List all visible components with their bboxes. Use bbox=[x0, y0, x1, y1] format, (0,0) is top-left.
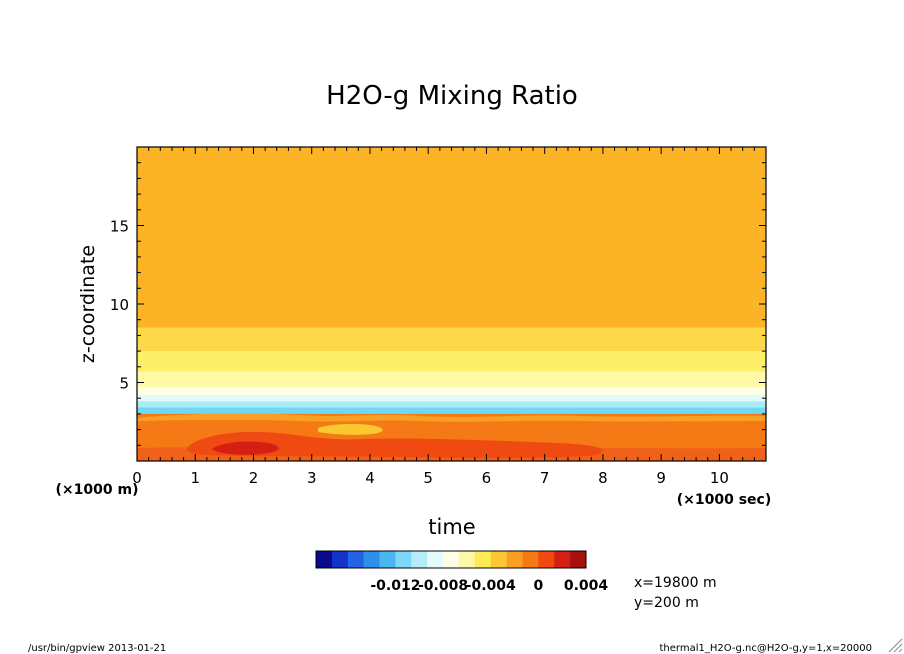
y-unit-label: (×1000 m) bbox=[56, 482, 139, 498]
colorbar-swatch bbox=[443, 551, 460, 568]
colorbar-label: -0.012 bbox=[370, 578, 420, 594]
plot-features bbox=[137, 413, 766, 461]
axis-ticks bbox=[136, 147, 767, 461]
band-0 bbox=[137, 147, 766, 329]
colorbar bbox=[315, 550, 587, 569]
colorbar-frame bbox=[315, 550, 587, 569]
colorbar-label: 0 bbox=[533, 578, 543, 594]
x-axis-label: time bbox=[428, 515, 475, 539]
colorbar-swatch bbox=[379, 551, 396, 568]
x-tick-label: 1 bbox=[190, 469, 200, 487]
y-tick-label: 15 bbox=[110, 218, 129, 236]
y-tick-label: 5 bbox=[119, 375, 129, 393]
band-1 bbox=[137, 327, 766, 352]
x-tick-label: 4 bbox=[365, 469, 375, 487]
colorbar-swatch bbox=[490, 551, 507, 568]
x-tick-label: 3 bbox=[307, 469, 317, 487]
colorbar-swatch bbox=[554, 551, 571, 568]
footer-source: thermal1_H2O-g.nc@H2O-g,y=1,x=20000 bbox=[660, 643, 872, 654]
colorbar-label: -0.004 bbox=[466, 578, 516, 594]
x-tick-label: 5 bbox=[423, 469, 433, 487]
x-tick-label: 10 bbox=[710, 469, 729, 487]
colorbar-swatch bbox=[458, 551, 476, 568]
info-x-position: x=19800 m bbox=[634, 575, 717, 591]
feature-mixed-layer-top bbox=[137, 413, 766, 422]
band-5 bbox=[137, 395, 766, 402]
x-tick-label: 7 bbox=[540, 469, 550, 487]
colorbar-swatch bbox=[347, 551, 364, 568]
colorbar-swatch bbox=[395, 551, 412, 568]
band-6 bbox=[137, 401, 766, 409]
colorbar-swatch bbox=[522, 551, 539, 568]
y-axis-label: z-coordinate bbox=[77, 245, 99, 363]
colorbar-swatch bbox=[570, 551, 587, 568]
colorbar-labels: -0.012-0.008-0.004 0 0.004 bbox=[370, 578, 608, 594]
resize-grip-icon[interactable] bbox=[888, 638, 903, 653]
colorbar-swatch bbox=[331, 551, 349, 568]
colorbar-swatch bbox=[506, 551, 523, 568]
colorbar-swatch bbox=[363, 551, 380, 568]
colorbar-label: -0.008 bbox=[418, 578, 468, 594]
x-tick-label: 9 bbox=[656, 469, 666, 487]
colorbar-label: 0.004 bbox=[564, 578, 609, 594]
colorbar-swatch bbox=[411, 551, 428, 568]
x-tick-label: 2 bbox=[249, 469, 259, 487]
feature-moist-peak bbox=[212, 441, 279, 455]
info-y-position: y=200 m bbox=[634, 595, 699, 611]
colorbar-swatch bbox=[427, 551, 444, 568]
band-7 bbox=[137, 407, 766, 415]
y-tick-label: 10 bbox=[110, 296, 129, 314]
band-3 bbox=[137, 371, 766, 388]
band-2 bbox=[137, 351, 766, 373]
band-4 bbox=[137, 387, 766, 396]
x-tick-label: 6 bbox=[482, 469, 492, 487]
footer-command: /usr/bin/gpview 2013-01-21 bbox=[28, 643, 166, 654]
colorbar-swatch bbox=[538, 551, 555, 568]
y-tick-labels: 5 10 15 bbox=[110, 218, 129, 393]
colorbar-swatch bbox=[316, 551, 333, 568]
colorbar-swatch bbox=[474, 551, 492, 568]
x-unit-label: (×1000 sec) bbox=[677, 492, 772, 508]
x-tick-label: 8 bbox=[598, 469, 608, 487]
feature-moist-core bbox=[186, 431, 603, 458]
feature-dry-pocket bbox=[318, 424, 383, 435]
x-tick-label: 0 bbox=[132, 469, 142, 487]
chart-title: H2O-g Mixing Ratio bbox=[326, 81, 578, 111]
x-tick-labels: 0 1 2 3 4 5 6 7 8 9 10 bbox=[132, 469, 729, 487]
